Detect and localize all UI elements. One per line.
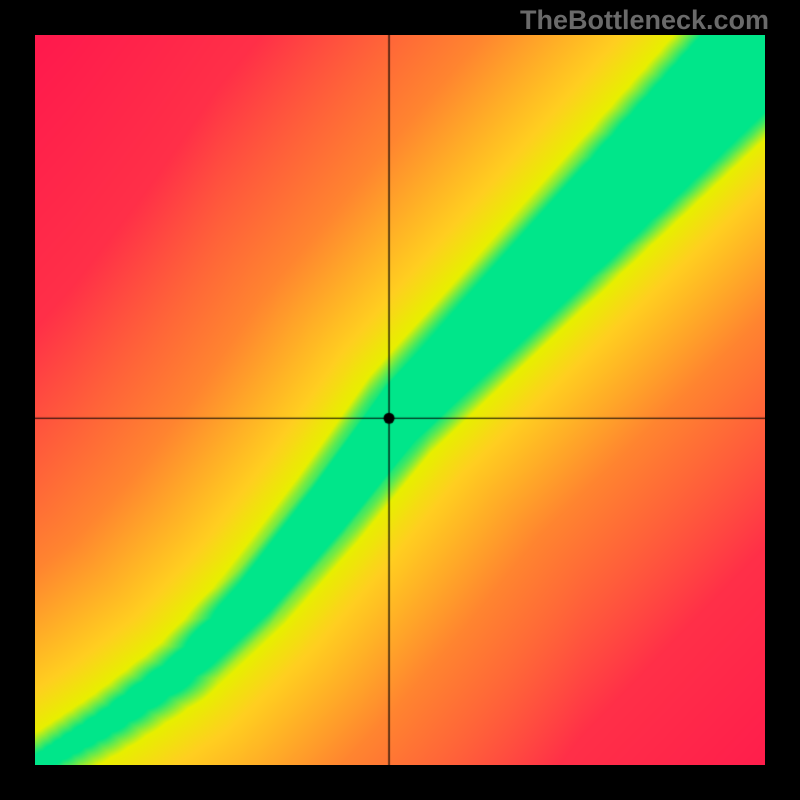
bottleneck-heatmap xyxy=(35,35,765,765)
watermark-text: TheBottleneck.com xyxy=(520,5,769,36)
